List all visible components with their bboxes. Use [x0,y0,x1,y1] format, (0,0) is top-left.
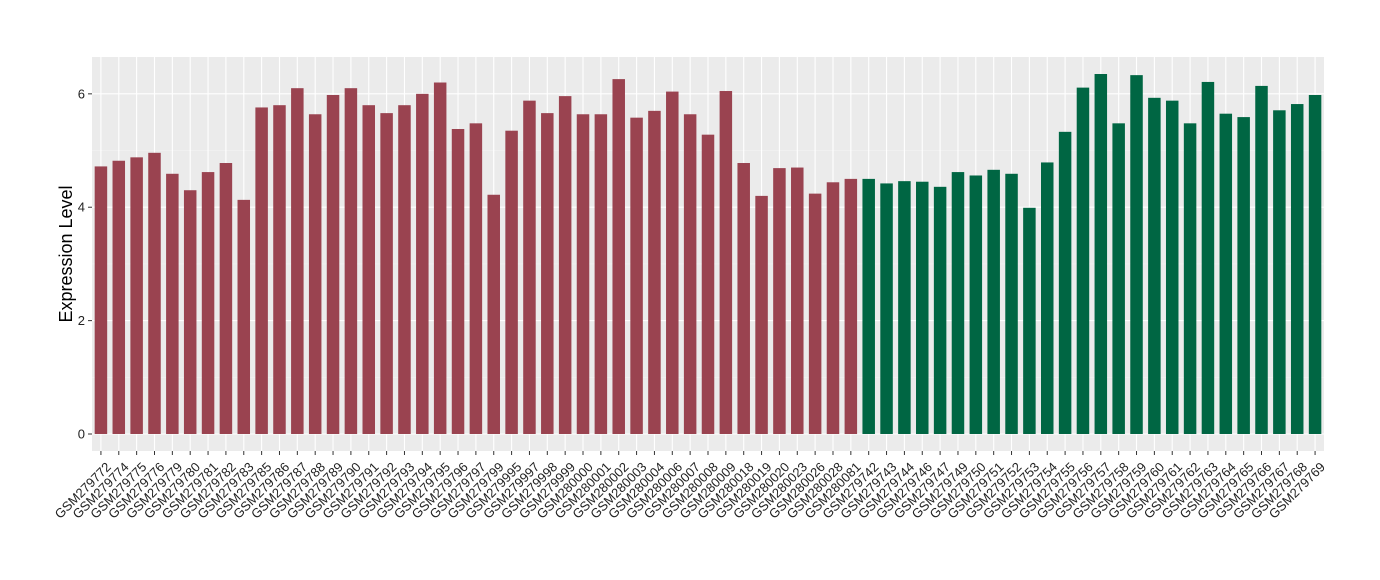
bar-GSM279759 [1130,75,1143,434]
bar-GSM279775 [130,157,143,434]
y-axis-title: Expression Level [56,185,76,322]
bar-GSM279782 [219,163,233,434]
bar-GSM279749 [951,172,965,434]
bar-GSM279757 [1094,74,1108,434]
bar-GSM280009 [719,91,733,434]
bar-GSM280023 [791,167,804,434]
bar-GSM280003 [630,117,643,434]
bar-GSM279763 [1201,81,1215,434]
bar-GSM279743 [880,183,893,434]
bar-GSM279789 [326,94,340,434]
bar-GSM280081 [844,178,858,434]
y-tick-label: 4 [78,200,85,215]
bar-GSM279766 [1255,85,1268,434]
y-tick-label: 2 [78,313,85,328]
bar-GSM279758 [1112,123,1125,434]
y-axis: 0 2 4 6 [78,86,92,441]
bars [94,74,1322,434]
bar-GSM280008 [701,134,715,434]
bar-GSM279787 [291,88,304,434]
bar-GSM279756 [1076,87,1090,434]
bar-GSM279762 [1183,123,1197,434]
bar-GSM279761 [1165,100,1179,434]
bar-GSM280018 [737,163,750,434]
bar-GSM280000 [576,114,590,434]
bar-GSM279796 [451,128,465,434]
bar-GSM279764 [1219,113,1233,434]
bar-GSM279776 [148,152,161,434]
bar-GSM280002 [612,79,625,434]
bar-GSM279765 [1237,117,1250,434]
bar-GSM279790 [344,88,358,434]
bar-GSM279792 [380,113,393,434]
bar-GSM279783 [237,199,251,434]
bar-GSM280026 [808,193,822,434]
bar-GSM280007 [683,114,697,434]
bar-GSM279752 [1005,173,1018,434]
bar-GSM280019 [755,195,768,434]
bar-GSM280020 [773,168,786,434]
bar-GSM280004 [648,110,661,434]
bar-GSM279760 [1148,97,1161,434]
bar-GSM279793 [398,105,411,434]
bar-GSM279753 [1023,207,1036,434]
bar-GSM279751 [987,169,1000,434]
bar-GSM279998 [541,113,554,434]
bar-GSM280006 [666,91,679,434]
bar-GSM279754 [1040,162,1054,434]
bar-GSM280028 [826,182,840,434]
bar-GSM279750 [969,175,983,434]
bar-GSM279755 [1058,131,1072,434]
bar-GSM279768 [1290,104,1304,434]
bar-GSM279791 [362,105,376,434]
bar-GSM279788 [308,114,322,434]
y-tick-label: 6 [78,86,85,101]
bar-GSM279767 [1273,110,1286,434]
bar-GSM279769 [1308,94,1322,434]
bar-GSM279997 [523,100,536,434]
bar-GSM279799 [487,194,500,434]
bar-GSM279742 [862,178,875,434]
bar-GSM279747 [933,186,947,434]
bar-GSM279995 [505,130,518,434]
bar-GSM279772 [94,166,108,434]
bar-GSM279786 [273,105,286,434]
bar-GSM279744 [898,181,911,434]
bar-GSM279794 [416,93,429,434]
bar-GSM279746 [916,181,929,434]
bar-GSM279774 [112,160,126,434]
bar-GSM279797 [469,123,483,434]
bar-GSM279779 [166,173,179,434]
bar-GSM279781 [201,172,215,434]
bar-GSM280001 [594,114,608,434]
y-tick-label: 0 [78,426,85,441]
x-axis: GSM279772GSM279774GSM279775GSM279776GSM2… [52,451,1328,522]
bar-GSM279795 [433,82,447,434]
bar-GSM279999 [558,96,572,434]
bar-GSM279780 [183,190,197,434]
bar-GSM279785 [255,107,268,434]
